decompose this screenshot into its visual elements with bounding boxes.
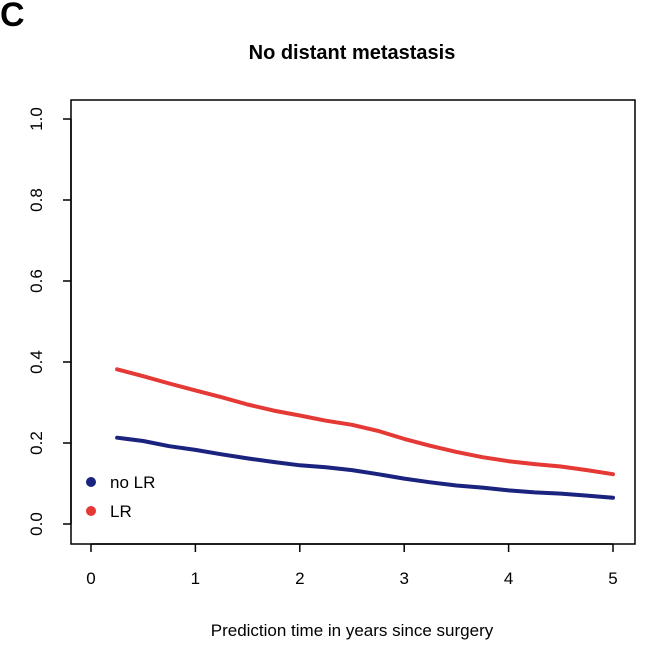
legend-label-0: no LR <box>110 473 155 492</box>
y-tick-label: 0.0 <box>27 512 46 536</box>
x-tick-label: 3 <box>399 569 408 588</box>
y-tick-label: 0.6 <box>27 269 46 293</box>
legend-label-1: LR <box>110 502 132 521</box>
chart-title: No distant metastasis <box>249 42 456 64</box>
x-axis: 0 1 2 3 4 5 <box>86 543 618 588</box>
plot-frame <box>70 99 636 545</box>
x-tick-label: 4 <box>504 569 513 588</box>
x-axis-label: Prediction time in years since surgery <box>211 621 494 640</box>
x-tick-label: 0 <box>86 569 95 588</box>
y-tick-label: 0.2 <box>27 431 46 455</box>
y-tick-label: 0.8 <box>27 188 46 212</box>
legend-marker-1 <box>86 506 96 516</box>
x-tick-label: 1 <box>191 569 200 588</box>
y-tick-label: 1.0 <box>27 107 46 131</box>
x-tick-label: 2 <box>295 569 304 588</box>
series-line-0 <box>115 435 615 500</box>
x-tick-label: 5 <box>608 569 617 588</box>
series-line-1 <box>115 367 615 477</box>
y-axis: 0.0 0.2 0.4 0.6 0.8 1.0 <box>27 107 72 536</box>
legend-marker-0 <box>86 477 96 487</box>
panel-label: C <box>0 0 25 34</box>
legend: no LR LR <box>86 473 155 521</box>
series-layer <box>115 367 615 500</box>
y-tick-label: 0.4 <box>27 350 46 374</box>
